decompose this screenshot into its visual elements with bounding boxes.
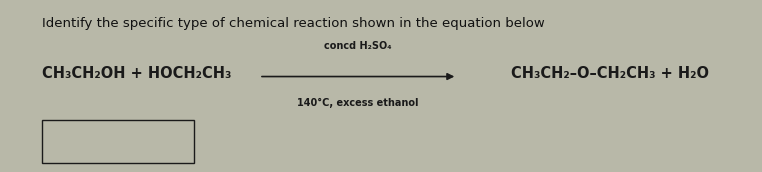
Bar: [42, 120, 194, 163]
Text: CH₃CH₂–O–CH₂CH₃ + H₂O: CH₃CH₂–O–CH₂CH₃ + H₂O: [511, 66, 709, 82]
Text: 140°C, excess ethanol: 140°C, excess ethanol: [297, 98, 419, 108]
Text: concd H₂SO₄: concd H₂SO₄: [325, 41, 392, 51]
Text: CH₃CH₂OH + HOCH₂CH₃: CH₃CH₂OH + HOCH₂CH₃: [42, 66, 232, 82]
Text: Identify the specific type of chemical reaction shown in the equation below: Identify the specific type of chemical r…: [42, 17, 545, 30]
